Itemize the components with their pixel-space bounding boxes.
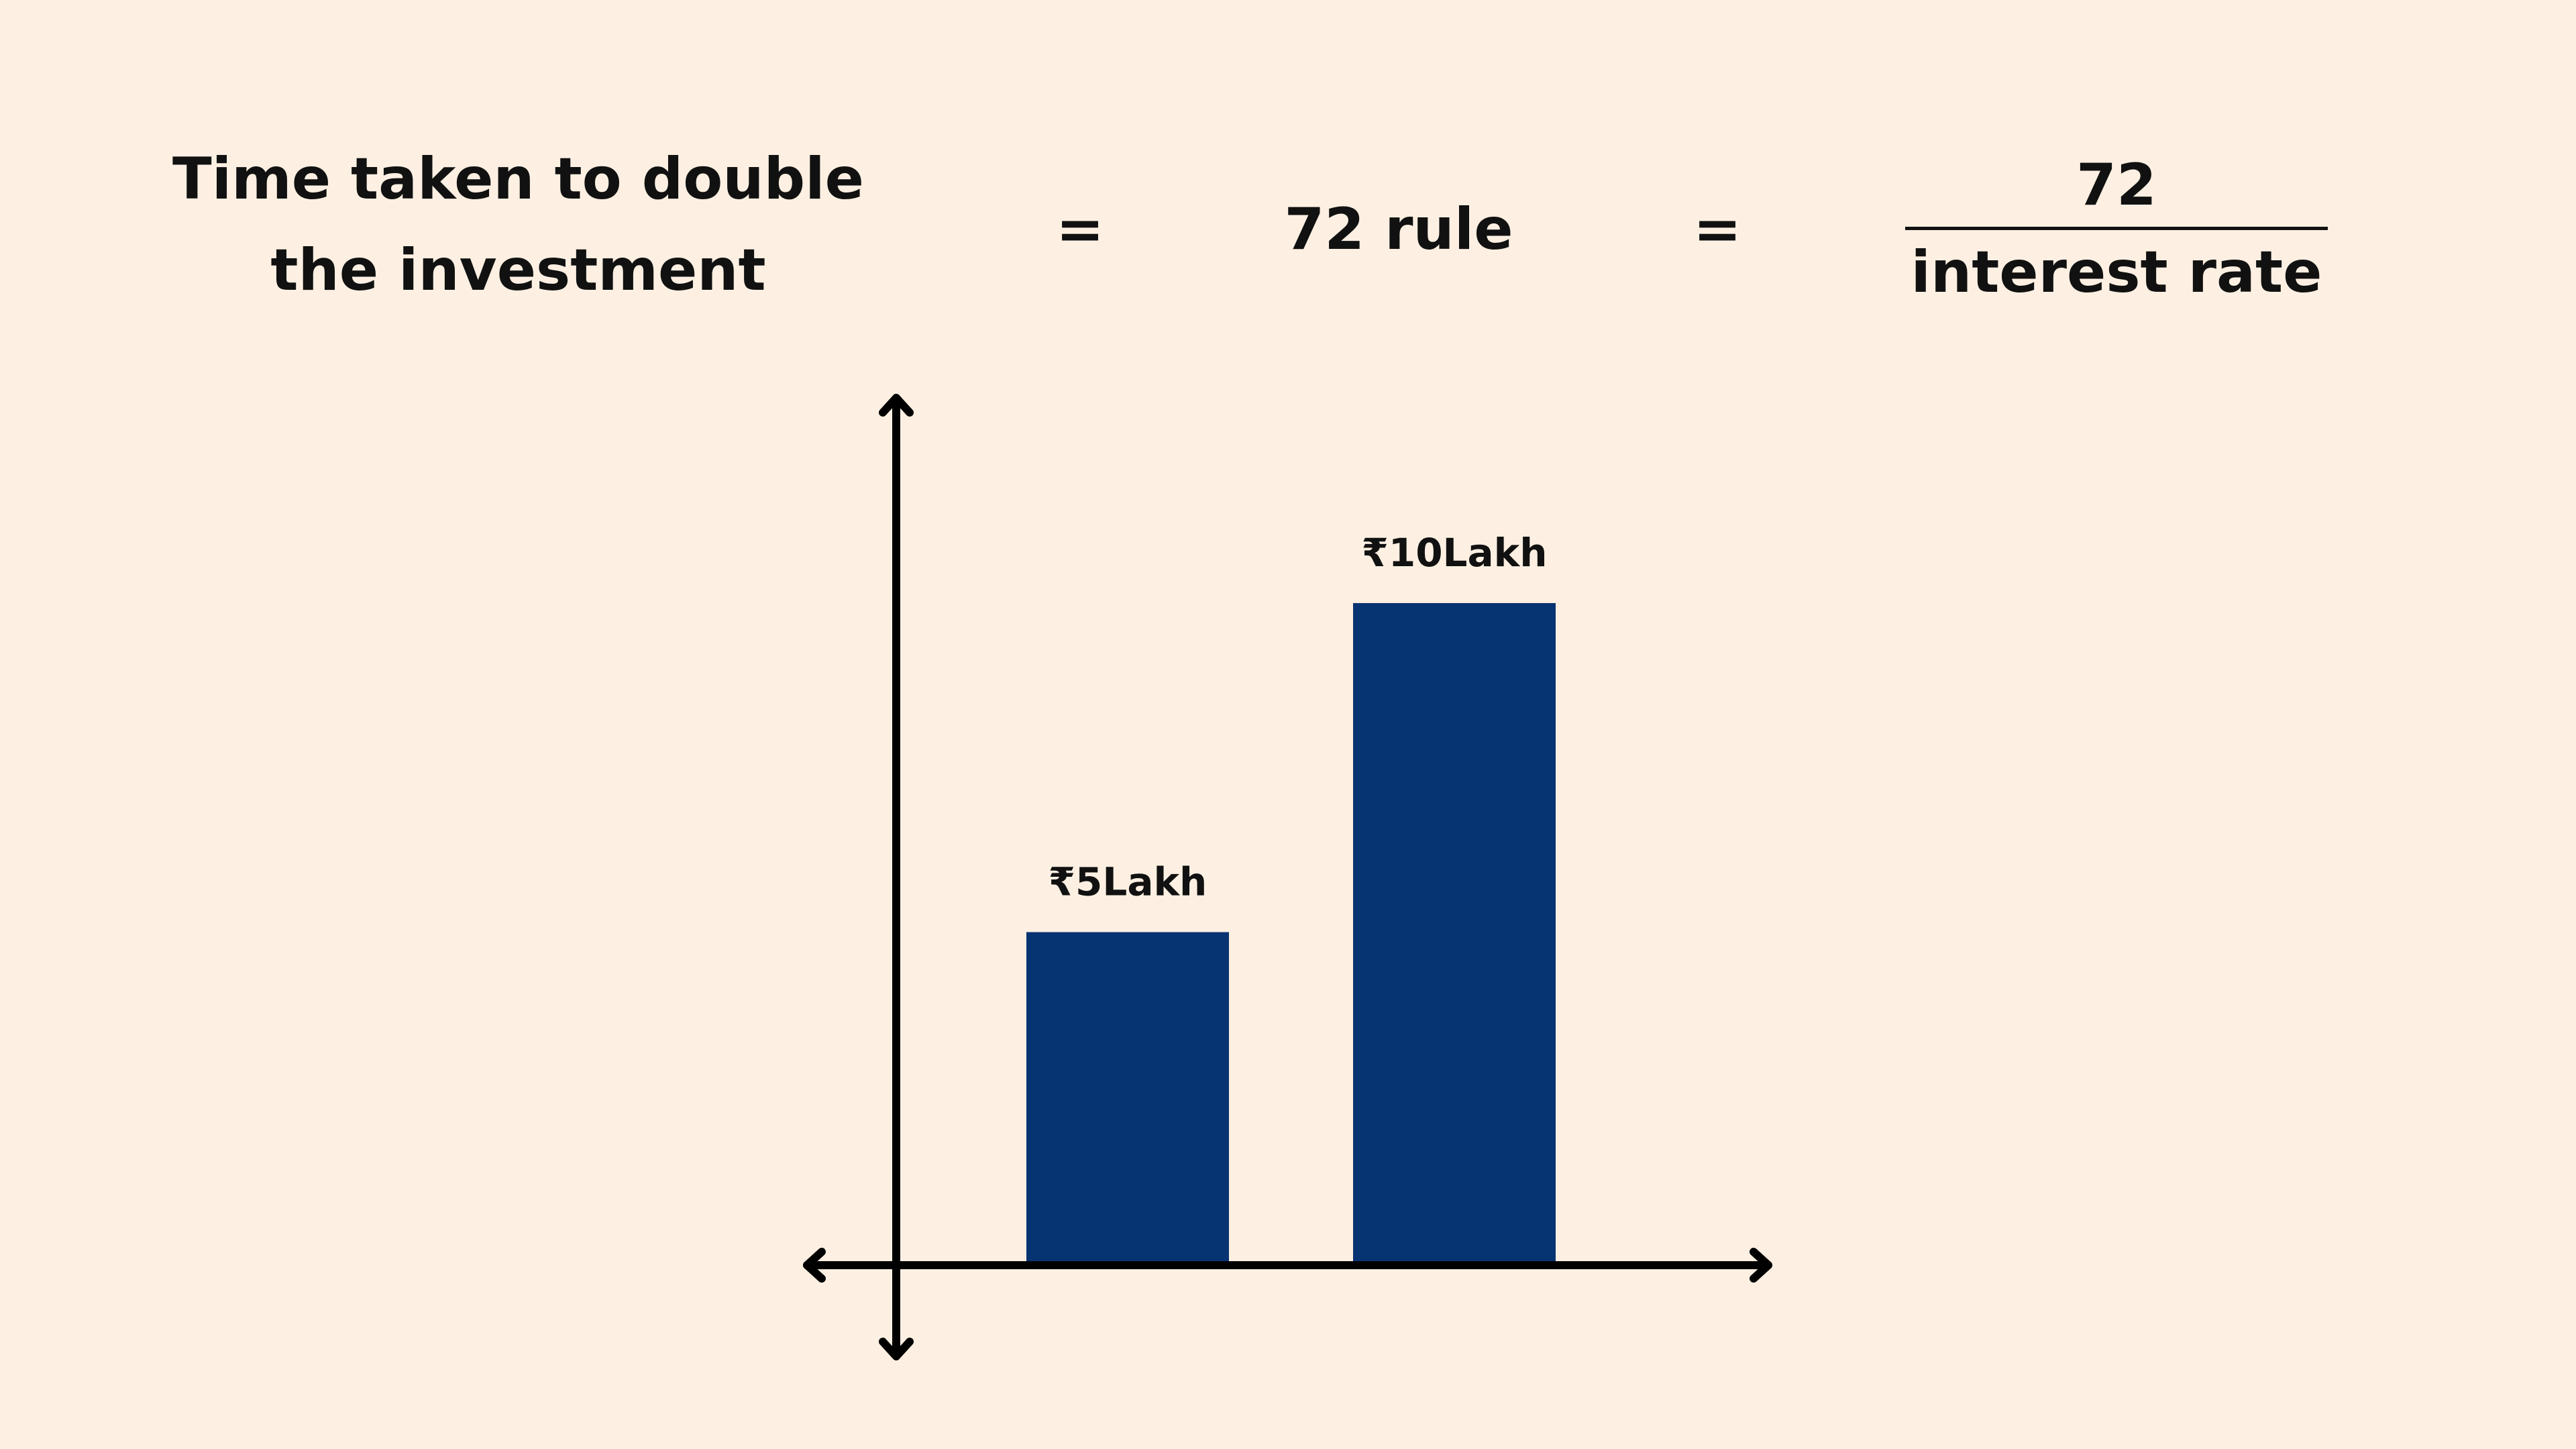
bars-layer (1026, 603, 1556, 1261)
bar-2-value-label: ₹10Lakh (1361, 530, 1547, 576)
y-axis-arrow-top-icon (879, 394, 914, 417)
equals-sign-2: = (1693, 196, 1742, 263)
formula-left-line-2: the investment (270, 236, 766, 304)
formula-fraction: 72 interest rate (1905, 151, 2328, 307)
x-axis-arrow-right-icon (1750, 1248, 1772, 1283)
fraction-denominator: interest rate (1911, 239, 2322, 307)
fraction-numerator: 72 (2076, 152, 2157, 219)
formula-left-side: Time taken to double the investment (134, 134, 902, 317)
bar-1 (1026, 932, 1229, 1261)
fraction-bar (1905, 227, 2328, 231)
formula-middle: 72 rule (1284, 196, 1513, 263)
labels-layer: ₹5Lakh ₹10Lakh (1049, 530, 1548, 905)
x-axis-arrow-left-icon (803, 1248, 826, 1283)
bar-1-value-label: ₹5Lakh (1049, 859, 1208, 905)
equals-sign-1: = (1055, 196, 1105, 263)
axes-layer (803, 394, 1772, 1360)
bar-2 (1353, 603, 1556, 1261)
formula-left-line-1: Time taken to double (172, 146, 864, 213)
y-axis-arrow-bottom-icon (879, 1338, 914, 1360)
